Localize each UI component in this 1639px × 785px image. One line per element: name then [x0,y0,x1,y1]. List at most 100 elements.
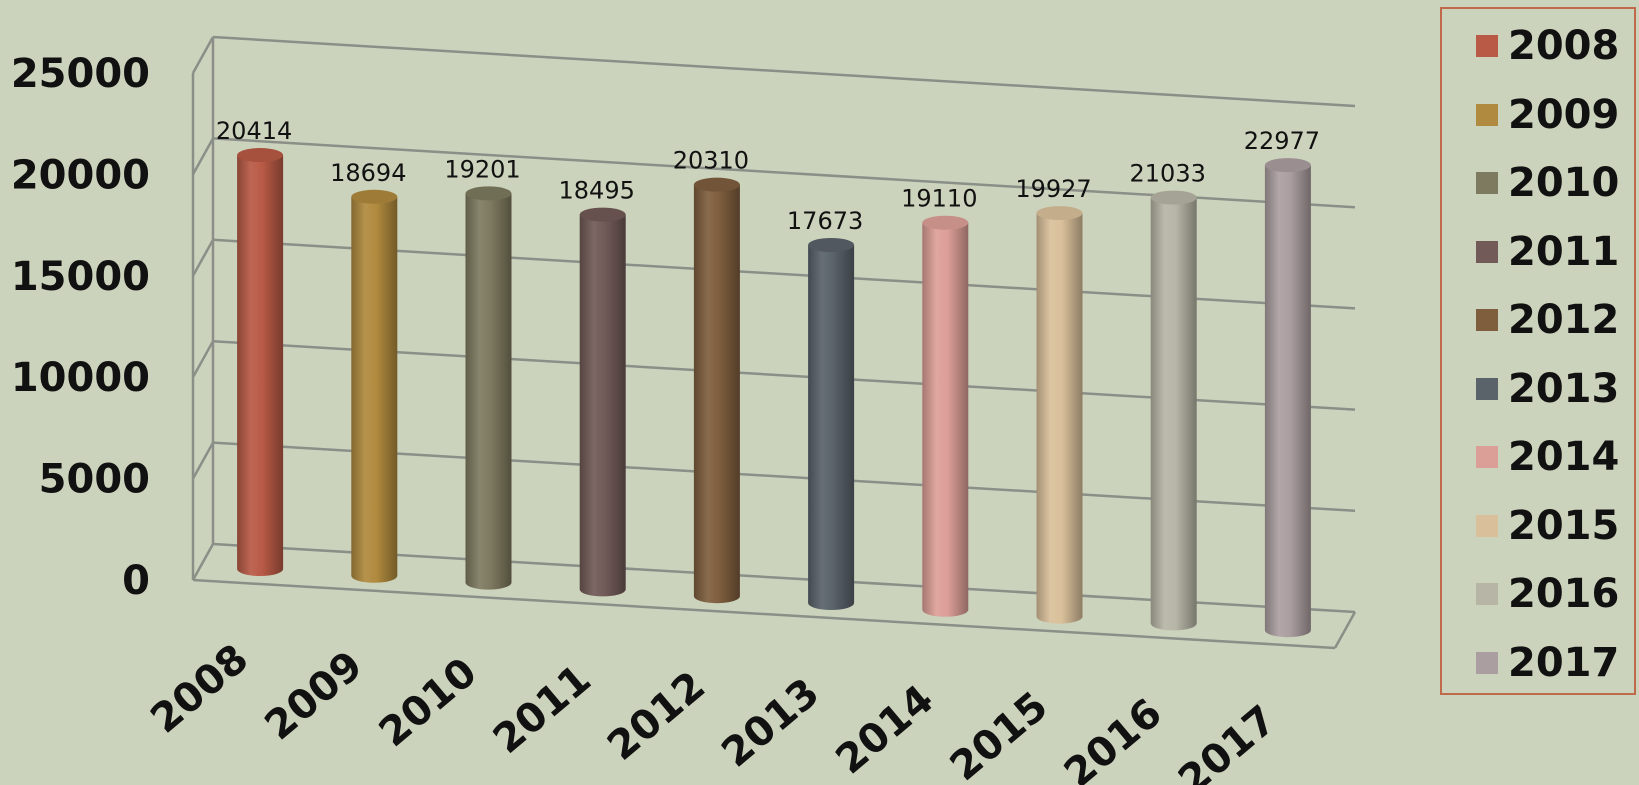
data-labels: 20414 18694 19201 18495 20310 17673 19110 19927… [216,117,1320,235]
gridline-depth [191,239,215,277]
bar-body [1036,213,1083,624]
data-label: 22977 [1244,127,1320,155]
y-axis-ticks: 0 5000 10000 15000 20000 25000 [11,51,150,604]
legend-swatch [1476,103,1498,126]
bar-body [237,155,284,576]
legend-swatch [1476,583,1498,605]
legend-item: 2008 [1476,21,1619,71]
y-tick-label: 5000 [39,457,150,503]
data-label: 17673 [787,207,863,235]
gridline-depth [191,543,215,581]
legend-swatch [1476,514,1498,537]
legend-item: 2016 [1476,569,1619,619]
bar-2016 [1150,190,1197,631]
floor-edge [192,578,1336,650]
gridline-depth [191,36,215,74]
y-tick-label: 20000 [11,152,150,198]
x-tick-label: 2014 [828,676,943,783]
x-tick-label: 2010 [371,649,486,756]
legend-item: 2010 [1476,158,1619,208]
bar-top [579,207,626,222]
x-tick-label: 2012 [599,663,714,770]
data-label: 20414 [216,117,292,145]
legend-label: 2017 [1508,639,1620,686]
x-tick-label: 2009 [257,642,372,749]
legend-swatch [1476,309,1498,331]
y-tick-label: 0 [122,558,150,604]
gridline [212,35,1356,108]
bar-2014 [922,215,969,617]
chart-legend: 2008 2009 2010 2011 2012 2013 2014 2015 2016 2017 [1440,7,1636,695]
legend-label: 2009 [1508,91,1620,138]
legend-item: 2009 [1476,90,1619,140]
bar-body [1150,197,1197,631]
legend-item: 2012 [1476,295,1619,345]
legend-item: 2017 [1476,638,1619,688]
legend-label: 2008 [1508,23,1620,69]
data-label: 18694 [330,159,406,187]
bar-top [351,189,398,204]
legend-swatch [1476,35,1498,57]
legend-label: 2012 [1508,297,1620,343]
legend-swatch [1476,446,1498,468]
x-tick-label: 2016 [1056,690,1171,785]
bar-2015 [1036,206,1083,624]
legend-item: 2011 [1476,227,1619,277]
bar-2012 [693,177,740,604]
legend-label: 2016 [1508,571,1620,617]
bar-2013 [808,237,855,610]
gridline-depth [191,340,215,378]
bar-body [922,222,969,617]
bar-top [922,215,969,230]
y-tick-label: 25000 [11,51,150,97]
gridline-depth [191,441,215,480]
legend-swatch [1476,172,1498,194]
bar-body [808,244,855,610]
bar-body [579,214,626,597]
x-tick-label: 2008 [142,636,257,743]
legend-label: 2015 [1508,502,1620,549]
y-tick-label: 10000 [11,355,150,401]
x-tick-label: 2015 [942,683,1057,785]
legend-swatch [1476,240,1498,263]
bar-body [1264,165,1311,638]
data-label: 18495 [559,177,635,205]
legend-item: 2015 [1476,501,1619,551]
bar-body [351,196,398,583]
bar-2009 [351,189,398,583]
x-tick-label: 2013 [713,670,828,777]
bar-top [1036,206,1083,221]
bar-top [465,186,512,201]
legend-label: 2014 [1508,434,1620,480]
bar-top [237,148,284,163]
data-label: 19927 [1015,175,1091,203]
data-label: 20310 [673,147,749,175]
bar-body [465,193,512,590]
legend-item: 2014 [1476,432,1619,482]
legend-label: 2011 [1508,228,1620,275]
bar-2008 [237,148,284,576]
x-tick-label: 2011 [485,656,600,763]
chart-bars [237,148,1311,638]
legend-swatch [1476,377,1498,400]
gridline-depth [191,137,215,176]
legend-swatch [1476,651,1498,674]
bar-top [808,237,855,252]
legend-label: 2010 [1508,160,1620,206]
bar-top [1264,158,1311,173]
x-axis-ticks: 2008 2009 2010 2011 2012 2013 2014 2015 2016 2017 [142,636,1285,785]
legend-item: 2013 [1476,364,1619,414]
bar-2010 [465,186,512,590]
legend-label: 2013 [1508,365,1620,412]
x-tick-label: 2017 [1170,697,1285,785]
bar-top [693,177,740,192]
data-label: 19201 [444,155,520,183]
data-label: 19110 [901,185,977,213]
bar-2017 [1264,158,1311,638]
bar-top [1150,190,1197,205]
y-tick-label: 15000 [11,254,150,300]
data-label: 21033 [1130,160,1206,188]
bar-body [693,184,740,604]
floor-edge [1333,611,1357,649]
